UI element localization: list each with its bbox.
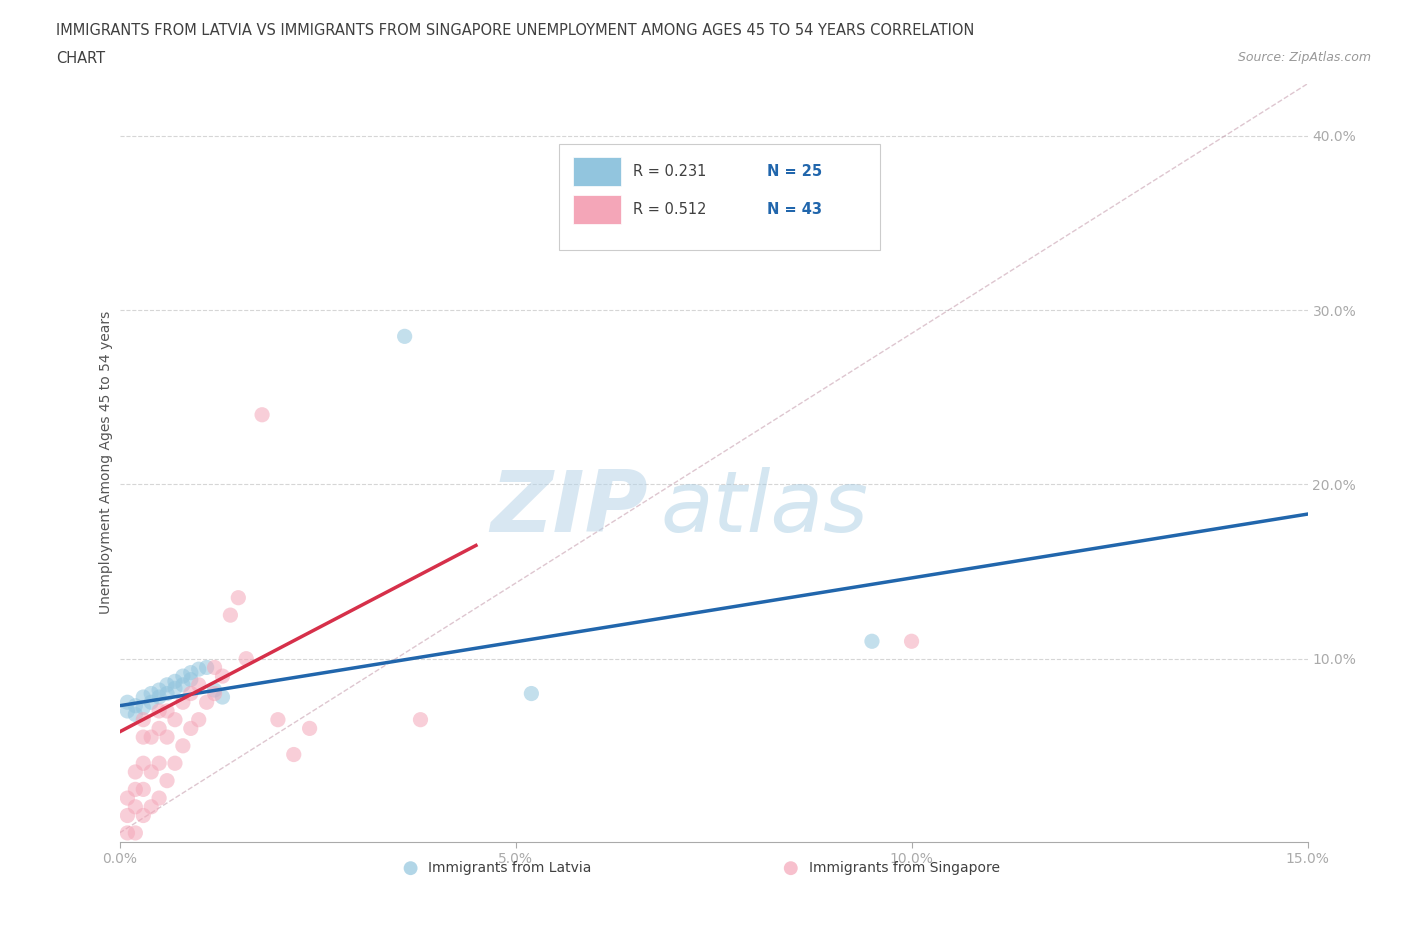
Point — [235, 651, 257, 666]
Text: Immigrants from Latvia: Immigrants from Latvia — [429, 861, 592, 875]
Point — [117, 703, 139, 718]
Point — [204, 660, 226, 675]
Point — [219, 607, 242, 622]
Point — [900, 634, 922, 649]
Point — [187, 712, 209, 727]
Point — [180, 672, 202, 687]
Text: ZIP: ZIP — [491, 467, 648, 550]
Point — [148, 703, 170, 718]
Point — [187, 677, 209, 692]
Point — [283, 747, 305, 762]
Point — [132, 782, 155, 797]
Point — [180, 686, 202, 701]
Point — [148, 689, 170, 704]
Point — [195, 695, 218, 710]
Point — [180, 721, 202, 736]
Point — [172, 677, 194, 692]
Point — [124, 782, 146, 797]
Point — [172, 738, 194, 753]
Point — [163, 756, 186, 771]
Point — [156, 773, 179, 788]
Point — [124, 800, 146, 815]
Point — [163, 712, 186, 727]
Point — [156, 703, 179, 718]
FancyBboxPatch shape — [574, 157, 621, 186]
Point — [204, 686, 226, 701]
Text: atlas: atlas — [659, 467, 868, 550]
Point — [394, 329, 416, 344]
Point — [267, 712, 290, 727]
Point — [298, 721, 321, 736]
Point — [141, 695, 163, 710]
Point — [409, 712, 432, 727]
Point — [141, 730, 163, 745]
Point — [148, 683, 170, 698]
Point — [132, 712, 155, 727]
Point — [141, 764, 163, 779]
Point — [132, 808, 155, 823]
FancyBboxPatch shape — [574, 195, 621, 224]
Point — [156, 686, 179, 701]
Point — [148, 721, 170, 736]
Point — [141, 800, 163, 815]
Point — [132, 700, 155, 715]
Point — [860, 634, 883, 649]
Point — [124, 826, 146, 841]
Point — [124, 764, 146, 779]
Point — [163, 681, 186, 696]
Point — [117, 695, 139, 710]
Point — [141, 686, 163, 701]
Point — [172, 669, 194, 684]
Text: CHART: CHART — [56, 51, 105, 66]
FancyBboxPatch shape — [560, 144, 880, 250]
Text: IMMIGRANTS FROM LATVIA VS IMMIGRANTS FROM SINGAPORE UNEMPLOYMENT AMONG AGES 45 T: IMMIGRANTS FROM LATVIA VS IMMIGRANTS FRO… — [56, 23, 974, 38]
Text: R = 0.512: R = 0.512 — [633, 202, 706, 217]
Point — [156, 730, 179, 745]
Point — [132, 689, 155, 704]
Point — [520, 686, 543, 701]
Point — [132, 730, 155, 745]
Point — [124, 707, 146, 722]
Point — [180, 665, 202, 680]
Point — [156, 677, 179, 692]
Point — [124, 698, 146, 713]
Text: Source: ZipAtlas.com: Source: ZipAtlas.com — [1237, 51, 1371, 64]
Text: N = 43: N = 43 — [768, 202, 823, 217]
Point — [117, 808, 139, 823]
Point — [148, 756, 170, 771]
Point — [228, 591, 250, 605]
Y-axis label: Unemployment Among Ages 45 to 54 years: Unemployment Among Ages 45 to 54 years — [98, 311, 112, 615]
Point — [211, 669, 233, 684]
Point — [163, 674, 186, 689]
Text: N = 25: N = 25 — [768, 164, 823, 179]
Text: R = 0.231: R = 0.231 — [633, 164, 706, 179]
Point — [117, 826, 139, 841]
Text: Immigrants from Singapore: Immigrants from Singapore — [808, 861, 1000, 875]
Point — [172, 695, 194, 710]
Point — [148, 790, 170, 805]
Point — [250, 407, 273, 422]
Point — [132, 756, 155, 771]
Point — [195, 660, 218, 675]
Point — [117, 790, 139, 805]
Point — [187, 662, 209, 677]
Point — [211, 689, 233, 704]
Point — [204, 683, 226, 698]
